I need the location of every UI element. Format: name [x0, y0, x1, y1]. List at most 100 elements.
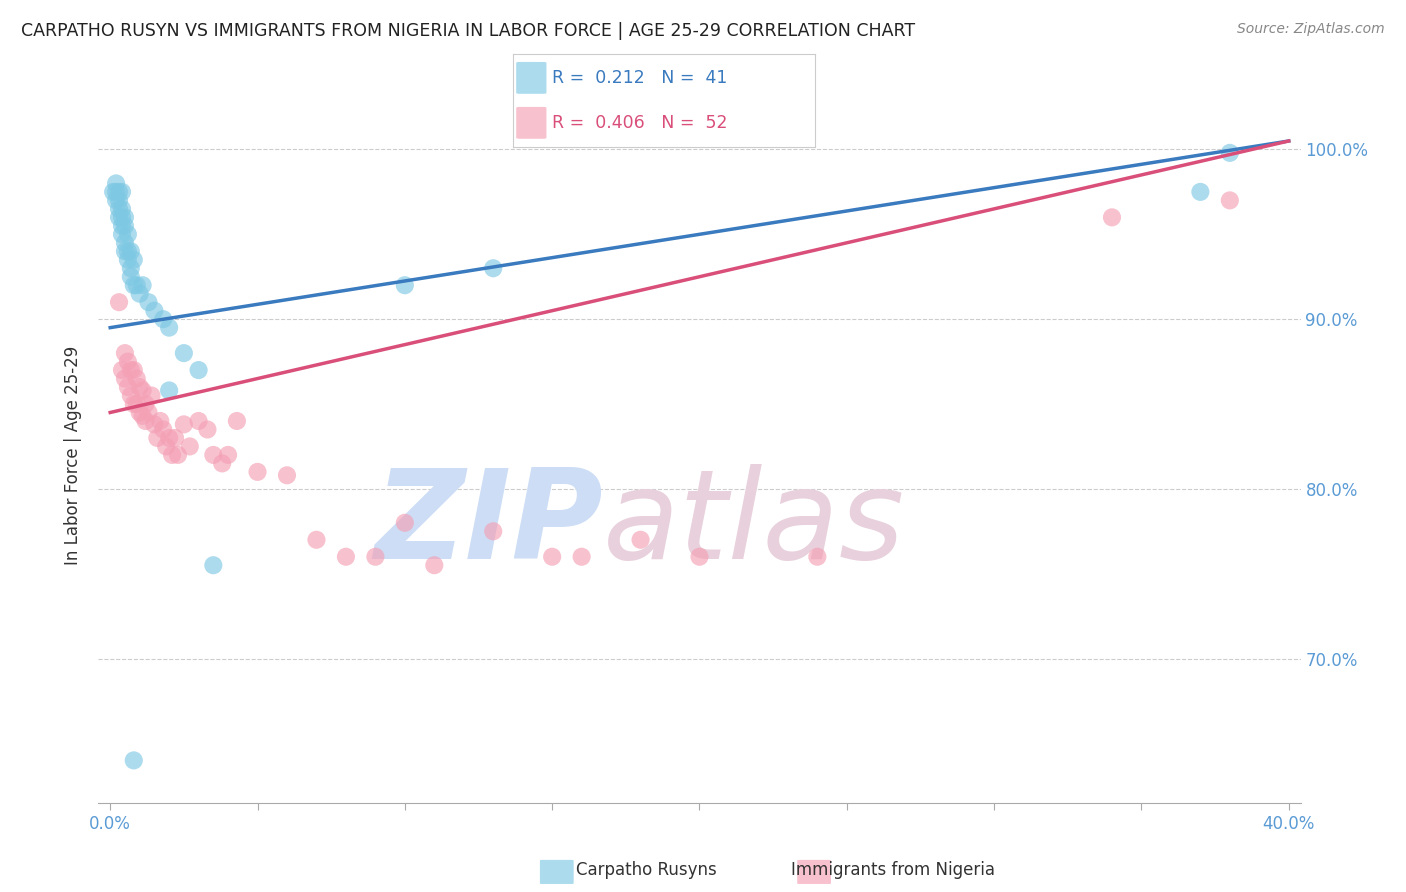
Point — [571, 549, 593, 564]
FancyBboxPatch shape — [516, 62, 547, 94]
Point — [128, 380, 150, 394]
Point — [143, 417, 166, 432]
Point — [157, 320, 180, 334]
Point — [202, 558, 225, 573]
Point — [122, 252, 145, 267]
Point — [105, 177, 128, 191]
Point — [1101, 211, 1123, 225]
Point — [111, 219, 134, 233]
Text: R =  0.212   N =  41: R = 0.212 N = 41 — [553, 69, 728, 87]
Point — [160, 448, 183, 462]
Text: Immigrants from Nigeria: Immigrants from Nigeria — [790, 861, 995, 879]
Text: Source: ZipAtlas.com: Source: ZipAtlas.com — [1237, 22, 1385, 37]
Point — [101, 185, 124, 199]
Point — [117, 227, 139, 242]
Point — [114, 371, 136, 385]
Point — [163, 431, 186, 445]
Point — [394, 278, 416, 293]
Point — [114, 346, 136, 360]
Point — [117, 252, 139, 267]
Point — [108, 211, 131, 225]
Point — [135, 414, 157, 428]
Point — [131, 384, 153, 398]
Point — [138, 405, 160, 419]
Point — [167, 448, 190, 462]
Point — [179, 439, 201, 453]
Point — [197, 422, 219, 436]
Point — [187, 363, 209, 377]
Point — [128, 405, 150, 419]
Point — [105, 185, 128, 199]
Point — [111, 202, 134, 216]
Point — [335, 549, 357, 564]
Point — [187, 414, 209, 428]
Point — [131, 278, 153, 293]
Point — [108, 194, 131, 208]
Point — [138, 295, 160, 310]
Point — [108, 202, 131, 216]
Point — [125, 371, 148, 385]
Point — [541, 549, 564, 564]
Point — [122, 363, 145, 377]
Point — [149, 414, 172, 428]
Point — [141, 388, 163, 402]
Point — [482, 524, 505, 539]
Text: atlas: atlas — [603, 464, 905, 585]
Point — [117, 380, 139, 394]
Point — [111, 211, 134, 225]
Point — [120, 244, 142, 259]
Point — [157, 384, 180, 398]
Point — [1219, 194, 1241, 208]
Y-axis label: In Labor Force | Age 25-29: In Labor Force | Age 25-29 — [65, 345, 83, 565]
Point — [217, 448, 239, 462]
Point — [806, 549, 828, 564]
Point — [105, 194, 128, 208]
Point — [128, 286, 150, 301]
Point — [120, 269, 142, 284]
Point — [143, 303, 166, 318]
Point — [688, 549, 710, 564]
Point — [276, 468, 298, 483]
Point — [108, 295, 131, 310]
Text: ZIP: ZIP — [374, 464, 603, 585]
Point — [146, 431, 169, 445]
Point — [122, 278, 145, 293]
Point — [131, 409, 153, 423]
Point — [157, 431, 180, 445]
Point — [125, 397, 148, 411]
Point — [394, 516, 416, 530]
Point — [111, 227, 134, 242]
Point — [202, 448, 225, 462]
Point — [125, 278, 148, 293]
Point — [152, 422, 174, 436]
Point — [117, 244, 139, 259]
Point — [305, 533, 328, 547]
Point — [122, 753, 145, 767]
Point — [114, 211, 136, 225]
Point — [108, 185, 131, 199]
Point — [173, 346, 195, 360]
Point — [364, 549, 387, 564]
Point — [135, 397, 157, 411]
Point — [173, 417, 195, 432]
Point — [114, 219, 136, 233]
Point — [423, 558, 446, 573]
Text: CARPATHO RUSYN VS IMMIGRANTS FROM NIGERIA IN LABOR FORCE | AGE 25-29 CORRELATION: CARPATHO RUSYN VS IMMIGRANTS FROM NIGERI… — [21, 22, 915, 40]
Point — [114, 235, 136, 250]
Point — [211, 457, 233, 471]
Point — [1219, 145, 1241, 160]
Point — [117, 354, 139, 368]
Point — [120, 261, 142, 276]
Point — [152, 312, 174, 326]
Point — [122, 397, 145, 411]
Point — [630, 533, 652, 547]
Point — [1189, 185, 1212, 199]
Point — [482, 261, 505, 276]
Point — [155, 439, 177, 453]
Text: Carpatho Rusyns: Carpatho Rusyns — [576, 861, 717, 879]
Point — [120, 363, 142, 377]
Point — [111, 363, 134, 377]
Point — [246, 465, 269, 479]
Point — [114, 244, 136, 259]
FancyBboxPatch shape — [516, 107, 547, 139]
